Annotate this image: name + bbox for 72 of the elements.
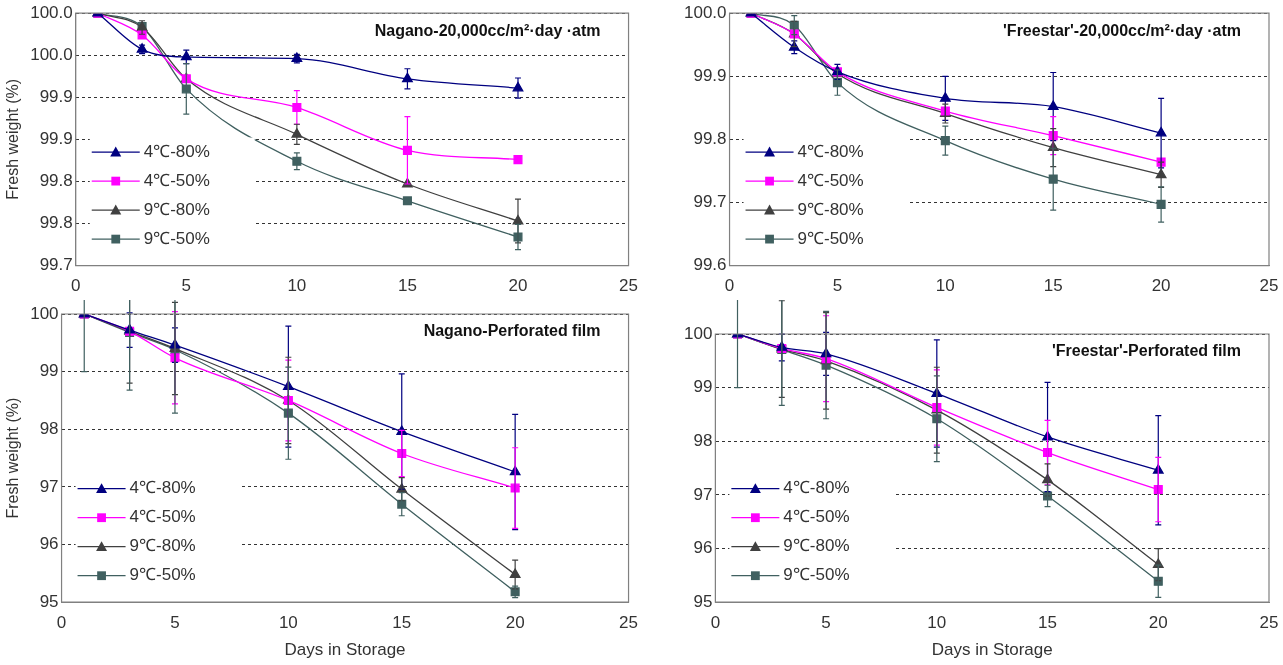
- legend-label: 4℃-50%: [783, 507, 850, 527]
- legend-label: 9℃-50%: [143, 228, 210, 248]
- y-tick-label: 99: [693, 377, 713, 397]
- legend-label: 4℃-50%: [129, 507, 196, 527]
- y-tick-label: 100.0: [30, 44, 73, 64]
- x-tick-label: 20: [508, 276, 528, 296]
- legend-label: 4℃-80%: [143, 141, 210, 161]
- legend-label: 9℃-80%: [143, 199, 210, 219]
- x-tick-label: 5: [181, 276, 192, 296]
- text: 'Freestar'-20,000cc/m²·day ·atm: [1003, 21, 1242, 39]
- x-tick-label: 10: [935, 276, 955, 296]
- text: Nagano-20,000cc/m²·day ·atm: [374, 21, 601, 39]
- legend-label: 4℃-50%: [797, 170, 864, 190]
- y-tick-label: 100.0: [683, 2, 727, 22]
- legend-label: 4℃-80%: [783, 478, 850, 498]
- legend-label: 4℃-80%: [797, 141, 864, 161]
- x-tick-label: 5: [832, 276, 843, 296]
- legend-label: 9℃-80%: [797, 199, 864, 219]
- y-tick-label: 99.7: [39, 255, 73, 275]
- y-tick-label: 100: [30, 303, 59, 323]
- x-tick-label: 25: [1259, 613, 1279, 633]
- y-tick-label: 98: [693, 430, 713, 450]
- x-tick-label: 15: [397, 276, 417, 296]
- x-tick-label: 15: [1038, 613, 1058, 633]
- x-tick-label: 0: [71, 276, 81, 296]
- x-tick-label: 15: [1043, 276, 1063, 296]
- x-tick-label: 5: [821, 613, 831, 633]
- y-tick-label: 100.0: [30, 2, 73, 22]
- text: 'Freestar'-Perforated film: [1052, 342, 1241, 360]
- legend-label: 9℃-50%: [783, 565, 850, 585]
- y-tick-label: 100: [683, 323, 713, 343]
- y-tick-label: 98: [39, 418, 59, 438]
- x-axis-title: Days in Storage: [284, 640, 406, 660]
- x-tick-label: 10: [287, 276, 307, 296]
- legend-label: 4℃-80%: [129, 478, 196, 498]
- y-tick-label: 96: [39, 534, 59, 554]
- y-tick-label: 99.9: [39, 87, 73, 107]
- y-tick-label: 97: [693, 484, 713, 504]
- x-tick-label: 5: [170, 613, 180, 633]
- y-tick-label: 99.8: [39, 171, 73, 191]
- x-tick-label: 15: [392, 613, 412, 633]
- x-tick-label: 25: [1259, 276, 1279, 296]
- legend-label: 9℃-80%: [129, 536, 196, 556]
- text: Nagano-Perforated film: [423, 322, 601, 340]
- x-tick-label: 25: [619, 613, 639, 633]
- x-tick-label: 0: [56, 613, 67, 633]
- legend-label: 9℃-50%: [797, 228, 864, 248]
- x-tick-label: 20: [1151, 276, 1171, 296]
- x-tick-label: 10: [927, 613, 947, 633]
- x-axis-title: Days in Storage: [931, 640, 1053, 660]
- x-tick-label: 20: [1148, 613, 1168, 633]
- y-tick-label: 96: [693, 538, 713, 558]
- legend-label: 9℃-80%: [783, 536, 850, 556]
- y-tick-label: 99: [39, 361, 59, 381]
- legend-label: 4℃-50%: [143, 170, 210, 190]
- y-tick-label: 99.8: [39, 213, 73, 233]
- x-tick-label: 20: [505, 613, 525, 633]
- y-tick-label: 99.9: [39, 129, 73, 149]
- y-tick-label: 95: [39, 591, 59, 611]
- y-axis-title: Fresh weight (%): [4, 78, 22, 200]
- y-tick-label: 97: [39, 476, 59, 496]
- y-tick-label: 99.6: [693, 255, 727, 275]
- y-tick-label: 99.7: [693, 192, 727, 212]
- y-tick-label: 95: [693, 591, 713, 611]
- y-tick-label: 99.9: [693, 65, 727, 85]
- x-tick-label: 0: [724, 276, 735, 296]
- y-tick-label: 99.8: [693, 129, 727, 149]
- legend-label: 9℃-50%: [129, 565, 196, 585]
- x-tick-label: 25: [619, 276, 639, 296]
- y-axis-title: Fresh weight (%): [4, 397, 22, 519]
- x-tick-label: 0: [710, 613, 721, 633]
- x-tick-label: 10: [278, 613, 298, 633]
